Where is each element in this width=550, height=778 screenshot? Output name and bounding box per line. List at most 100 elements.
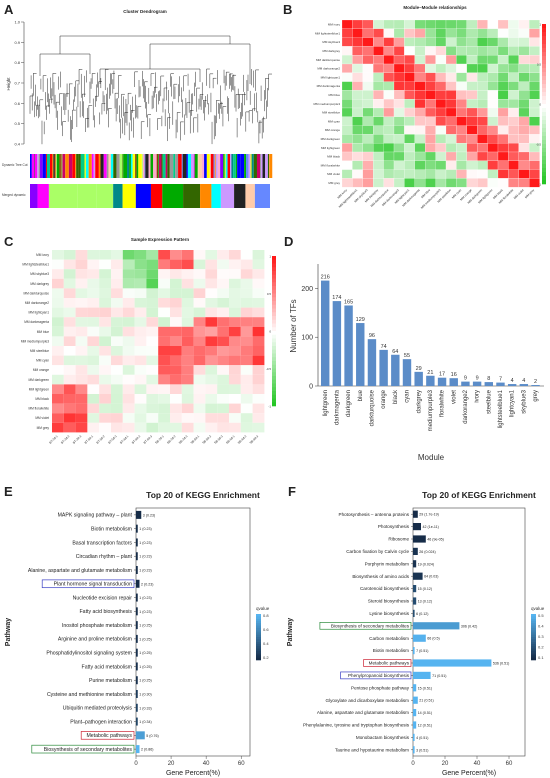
y-tick-label: 0.4 [14, 142, 20, 147]
bar [136, 634, 138, 643]
data-label: 7 [499, 377, 502, 383]
heatmap-cell [508, 72, 519, 82]
heatmap-cell [352, 81, 363, 91]
row-label: MM orange [325, 128, 341, 132]
heatmap-cell [240, 250, 253, 260]
colorbar-segment [542, 156, 546, 161]
kegg-enrichment-f: Top 20 of KEGG Enrichment Photosynthesis … [287, 490, 545, 777]
heatmap-cell [87, 346, 100, 356]
col-label: MM violet [513, 188, 525, 200]
heatmap-cell [487, 125, 499, 135]
legend-tick: 0.2 [538, 645, 544, 650]
heatmap-cell [341, 169, 353, 179]
heatmap-cell [435, 37, 447, 47]
heatmap-cell [111, 384, 123, 394]
pathway-label: Inositol phosphate metabolism [62, 623, 132, 629]
dynamic-tree-cut-cell [230, 154, 232, 178]
bar [507, 384, 517, 386]
data-label: 17 [439, 372, 445, 378]
heatmap-cell [181, 250, 194, 260]
colorbar-segment [542, 48, 546, 53]
heatmap-cell [52, 413, 64, 423]
bar [379, 349, 388, 386]
bar [344, 305, 353, 386]
heatmap-cell [518, 37, 530, 47]
heatmap-cell [158, 355, 170, 366]
data-label: 1 (0.25) [139, 679, 151, 683]
pathway-label: Fatty acid metabolism [82, 664, 132, 670]
heatmap-cell [425, 160, 436, 170]
heatmap-cell [52, 422, 64, 433]
colorbar-segment [272, 383, 276, 388]
heatmap-cell [193, 259, 206, 270]
merged-dynamic-cell [30, 184, 38, 208]
heatmap-cell [122, 278, 135, 289]
legend-gradient-segment [531, 614, 536, 617]
heatmap-cell [63, 394, 76, 404]
data-label: 7 (0.51) [416, 649, 428, 653]
legend-gradient-segment [531, 657, 536, 661]
heatmap-cell [393, 81, 405, 91]
colorbar-segment [272, 376, 276, 381]
heatmap-cell [425, 169, 436, 179]
heatmap-cell [373, 46, 384, 56]
heatmap-cell [240, 355, 253, 366]
heatmap-cell [383, 63, 395, 73]
heatmap-cell [181, 413, 194, 423]
y-axis-label: Height [6, 77, 11, 91]
heatmap-cell [217, 259, 229, 270]
data-label: 2 [534, 379, 537, 385]
heatmap-cell [466, 55, 478, 65]
pathway-label: Alanine, aspartate and glutamate metabol… [28, 568, 132, 574]
heatmap-cell [497, 81, 509, 91]
dynamic-tree-cut-cell [237, 154, 241, 178]
heatmap-cell [508, 63, 519, 73]
legend-gradient-segment [531, 620, 536, 624]
y-tick-label: 0.8 [14, 60, 20, 65]
heatmap-cell [52, 384, 64, 394]
heatmap-cell [181, 307, 194, 318]
dynamic-tree-cut-cell [88, 154, 92, 178]
heatmap-cell [414, 125, 426, 135]
dynamic-tree-cut-cell [193, 154, 195, 178]
data-label: 4 [522, 378, 525, 384]
heatmap-cell [362, 178, 374, 188]
dynamic-tree-cut-cell [178, 154, 182, 178]
heatmap-cell [111, 307, 123, 318]
heatmap-cell [146, 384, 159, 394]
heatmap-cell [158, 403, 170, 414]
heatmap-cell [122, 259, 135, 270]
heatmap-cell [75, 298, 88, 308]
dynamic-tree-cut-cell [182, 154, 187, 178]
bar [413, 659, 492, 667]
heatmap-cell [134, 403, 147, 414]
heatmap-cell [445, 55, 457, 65]
dynamic-tree-cut-cell [150, 154, 154, 178]
data-label: 42 (1e-11) [423, 525, 439, 529]
heatmap-cell [373, 107, 384, 117]
heatmap-cell [252, 326, 265, 337]
dynamic-tree-cut-cell [253, 154, 257, 178]
colorbar-segment [542, 64, 546, 69]
heatmap-cell [487, 55, 499, 65]
bar [413, 696, 418, 704]
heatmap-cell [158, 250, 170, 260]
dynamic-tree-cut-cell [224, 154, 226, 178]
heatmap-cell [87, 307, 100, 318]
heatmap-cell [373, 55, 384, 65]
heatmap-cell [341, 116, 353, 126]
heatmap-cell [383, 169, 395, 179]
row-label: MM ivory [328, 23, 341, 27]
colorbar-segment [542, 32, 546, 37]
heatmap-cell [99, 384, 111, 394]
heatmap-cell [414, 28, 426, 38]
heatmap-cell [497, 72, 509, 82]
heatmap-cell [518, 72, 530, 82]
heatmap-cell [508, 28, 519, 38]
heatmap-cell [466, 72, 478, 82]
heatmap-cell [487, 178, 499, 188]
heatmap-cell [158, 278, 170, 289]
heatmap-cell [414, 37, 426, 47]
chart-title: Top 20 of KEGG Enrichment [422, 490, 536, 500]
colorbar-segment [542, 68, 546, 73]
